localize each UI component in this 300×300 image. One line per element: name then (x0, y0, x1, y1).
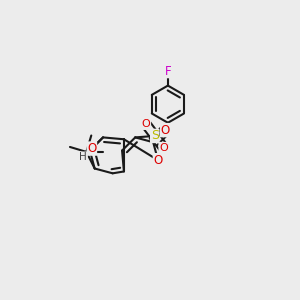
Text: O: O (142, 119, 150, 129)
Text: O: O (159, 142, 168, 152)
Text: O: O (87, 142, 97, 155)
Text: F: F (165, 64, 171, 78)
Text: S: S (151, 129, 159, 142)
Text: H: H (80, 152, 87, 162)
Text: O: O (153, 154, 163, 167)
Text: O: O (161, 124, 170, 136)
